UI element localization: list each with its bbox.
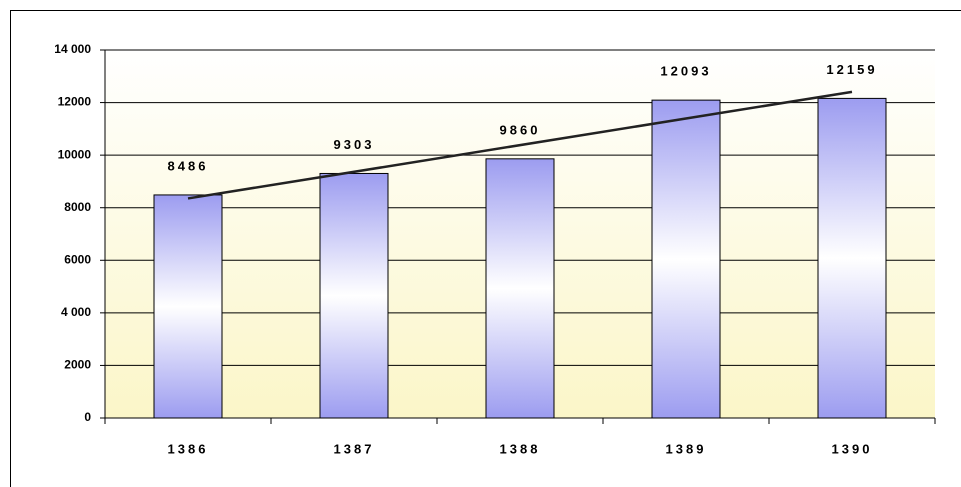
y-tick-label: 0 bbox=[84, 410, 91, 424]
bar bbox=[319, 172, 389, 419]
y-tick-label: 6000 bbox=[64, 252, 91, 266]
bar bbox=[817, 97, 887, 419]
y-tick-label: 4 000 bbox=[61, 305, 91, 319]
data-label: 9860 bbox=[500, 122, 541, 137]
y-tick-label: 14 000 bbox=[54, 42, 91, 56]
y-tick-label: 12000 bbox=[58, 95, 92, 109]
x-tick-label: 1388 bbox=[500, 441, 541, 456]
data-label: 8486 bbox=[168, 158, 209, 173]
bar bbox=[153, 194, 223, 419]
data-label: 9303 bbox=[334, 137, 375, 152]
data-label: 12093 bbox=[660, 64, 711, 79]
y-tick-label: 8000 bbox=[64, 200, 91, 214]
bar bbox=[651, 99, 721, 419]
bar bbox=[485, 158, 555, 419]
trend-line bbox=[187, 90, 853, 200]
frame bbox=[10, 10, 961, 487]
x-tick-label: 1390 bbox=[832, 441, 873, 456]
x-tick-label: 1386 bbox=[168, 441, 209, 456]
x-tick-label: 1389 bbox=[666, 441, 707, 456]
y-tick-label: 2000 bbox=[64, 358, 91, 372]
data-label: 12159 bbox=[826, 62, 877, 77]
x-tick-label: 1387 bbox=[334, 441, 375, 456]
y-tick-label: 10000 bbox=[58, 147, 92, 161]
